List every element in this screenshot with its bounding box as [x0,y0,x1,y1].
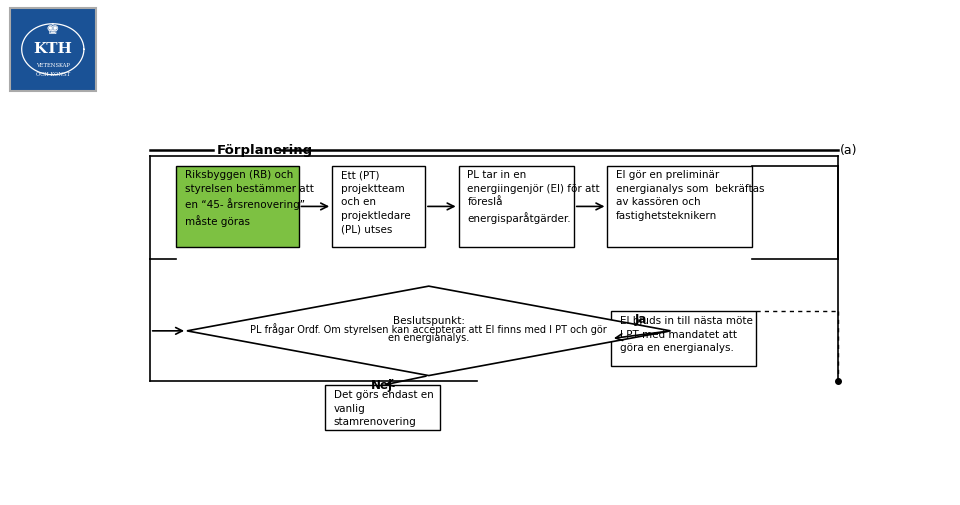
FancyBboxPatch shape [176,166,299,247]
Text: Det görs endast en
vanlig
stamrenovering: Det görs endast en vanlig stamrenovering [333,390,433,427]
Text: (a): (a) [840,143,857,157]
Text: Nej: Nej [372,379,394,392]
Text: en energianalys.: en energianalys. [388,333,469,343]
Text: VETENSKAP: VETENSKAP [36,64,70,68]
Text: Ett (PT)
projektteam
och en
projektledare
(PL) utses: Ett (PT) projektteam och en projektledar… [341,170,411,235]
Text: ♚: ♚ [46,22,60,37]
Text: EI gör en preliminär
energianalys som  bekräftas
av kassören och
fastighetstekni: EI gör en preliminär energianalys som be… [616,170,765,221]
FancyBboxPatch shape [10,8,96,91]
FancyBboxPatch shape [611,312,756,366]
Polygon shape [187,286,670,376]
Text: OCH KONST: OCH KONST [36,72,70,77]
Text: Riksbyggen (RB) och
styrelsen bestämmer att
en “45- årsrenovering”
måste göras: Riksbyggen (RB) och styrelsen bestämmer … [184,170,314,227]
FancyBboxPatch shape [459,166,574,247]
FancyBboxPatch shape [332,166,425,247]
Text: Förplanering: Förplanering [217,143,313,157]
FancyBboxPatch shape [608,166,753,247]
Text: Beslutspunkt:: Beslutspunkt: [393,316,465,326]
Text: EI bjuds in till nästa möte
I PT med mandatet att
göra en energianalys.: EI bjuds in till nästa möte I PT med man… [620,316,753,354]
Text: Ja: Ja [635,313,647,326]
Text: PL frågar Ordf. Om styrelsen kan accepterar att EI finns med I PT och gör: PL frågar Ordf. Om styrelsen kan accepte… [251,323,607,335]
Text: PL tar in en
energiingenjör (EI) för att
föreslå
energisparåtgärder.: PL tar in en energiingenjör (EI) för att… [468,170,600,224]
Text: KTH: KTH [34,42,72,56]
FancyBboxPatch shape [324,385,440,430]
